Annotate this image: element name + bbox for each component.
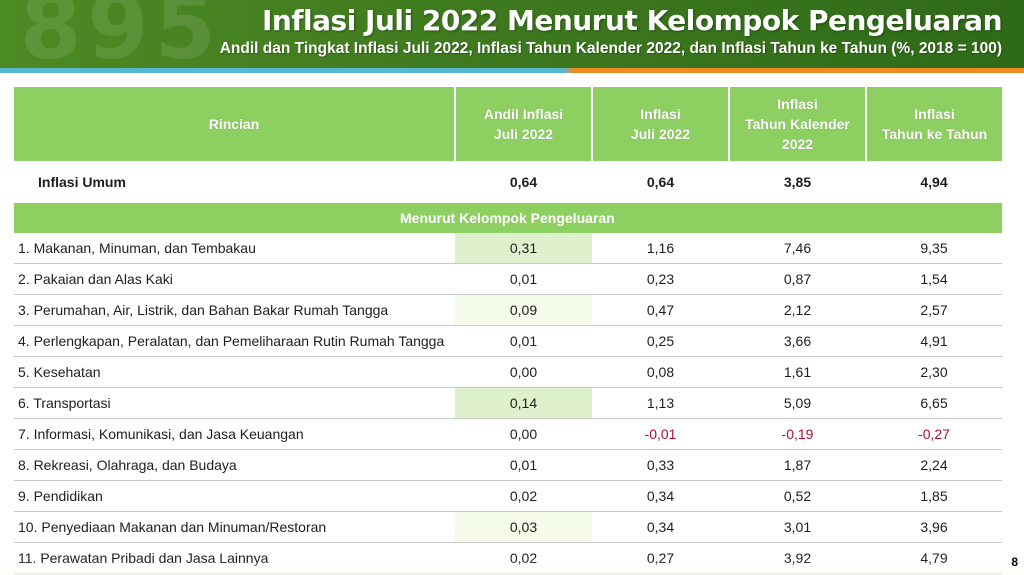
cell-tahun-ke-tahun: -0,27 [866,418,1002,450]
column-header-rincian: Rincian [14,87,455,161]
background-digits: 895 [20,0,222,68]
cell-inflasi-juli: 0,08 [592,356,729,388]
row-label: 4. Perlengkapan, Peralatan, dan Pemeliha… [14,325,455,357]
cell-tahun-ke-tahun: 2,57 [866,294,1002,326]
cell-andil: 0,01 [455,263,592,295]
cell-tahun-kalender: 1,87 [729,449,866,481]
cell-inflasi-juli: 0,34 [592,480,729,512]
cell-inflasi-juli: 0,34 [592,511,729,543]
cell-inflasi-juli: -0,01 [592,418,729,450]
table-row: 8. Rekreasi, Olahraga, dan Budaya 0,01 0,3… [14,449,1002,481]
cell-inflasi-juli: 1,16 [592,233,729,264]
row-label: 9. Pendidikan [14,480,455,512]
column-header-tahun-kalender: Inflasi Tahun Kalender 2022 [728,87,866,161]
cell-tahun-ke-tahun: 1,54 [866,263,1002,295]
table-row: 7. Informasi, Komunikasi, dan Jasa Keuan… [14,418,1002,450]
cell-andil: 0,00 [455,418,592,450]
cell-andil: 0,02 [455,480,592,512]
cell-andil: 0,03 [455,511,592,543]
cell-tahun-ke-tahun: 2,30 [866,356,1002,388]
table-row: 10. Penyediaan Makanan dan Minuman/Resto… [14,511,1002,543]
cell-inflasi-juli: 0,25 [592,325,729,357]
cell-andil: 0,01 [455,325,592,357]
cell-tahun-ke-tahun: 4,91 [866,325,1002,357]
cell-tahun-ke-tahun: 2,24 [866,449,1002,481]
row-label: 6. Transportasi [14,387,455,419]
table-row: 5. Kesehatan 0,00 0,08 1,61 2,30 [14,356,1002,388]
cell-andil: 0,64 [455,161,592,203]
cell-inflasi-juli: 0,47 [592,294,729,326]
cell-tahun-kalender: 1,61 [729,356,866,388]
column-header-inflasi-juli: Inflasi Juli 2022 [591,87,729,161]
table-row: 1. Makanan, Minuman, dan Tembakau 0,31 1,1… [14,233,1002,264]
cell-andil: 0,14 [455,387,592,419]
table-row: 3. Perumahan, Air, Listrik, dan Bahan Ba… [14,294,1002,326]
table-row: 2. Pakaian dan Alas Kaki 0,01 0,23 0,87 1,54 [14,263,1002,295]
row-label: 2. Pakaian dan Alas Kaki [14,263,455,295]
slide-header: 895 Inflasi Juli 2022 Menurut Kelompok P… [0,0,1024,68]
bottom-tint [0,561,1024,575]
slide-title: Inflasi Juli 2022 Menurut Kelompok Penge… [262,4,1003,37]
table-row: 6. Transportasi 0,14 1,13 5,09 6,65 [14,387,1002,419]
cell-tahun-ke-tahun: 4,94 [866,161,1002,203]
cell-andil: 0,00 [455,356,592,388]
cell-andil: 0,01 [455,449,592,481]
row-label: 5. Kesehatan [14,356,455,388]
cell-tahun-ke-tahun: 3,96 [866,511,1002,543]
table-row: 9. Pendidikan 0,02 0,34 0,52 1,85 [14,480,1002,512]
row-label: Inflasi Umum [14,161,455,203]
header-accent-stripe [0,68,1024,73]
column-header-andil: Andil Inflasi Juli 2022 [454,87,592,161]
row-label: 7. Informasi, Komunikasi, dan Jasa Keuan… [14,418,455,450]
section-label: Menurut Kelompok Pengeluaran [14,203,1002,233]
inflation-table: Rincian Andil Inflasi Juli 2022 Inflasi … [14,87,1002,575]
page-number: 8 [1011,555,1018,569]
row-label: 8. Rekreasi, Olahraga, dan Budaya [14,449,455,481]
cell-inflasi-juli: 1,13 [592,387,729,419]
cell-tahun-kalender: 5,09 [729,387,866,419]
table-header-row: Rincian Andil Inflasi Juli 2022 Inflasi … [14,87,1002,161]
cell-inflasi-juli: 0,23 [592,263,729,295]
cell-tahun-kalender: 3,01 [729,511,866,543]
cell-tahun-kalender: 2,12 [729,294,866,326]
cell-tahun-kalender: 3,85 [729,161,866,203]
cell-tahun-kalender: 3,66 [729,325,866,357]
row-label: 10. Penyediaan Makanan dan Minuman/Resto… [14,511,455,543]
cell-tahun-ke-tahun: 1,85 [866,480,1002,512]
row-label: 1. Makanan, Minuman, dan Tembakau [14,233,455,264]
cell-inflasi-juli: 0,64 [592,161,729,203]
cell-inflasi-juli: 0,33 [592,449,729,481]
row-label: 3. Perumahan, Air, Listrik, dan Bahan Ba… [14,294,455,326]
cell-tahun-ke-tahun: 9,35 [866,233,1002,264]
slide-subtitle: Andil dan Tingkat Inflasi Juli 2022, Inf… [219,40,1002,57]
table-row: 4. Perlengkapan, Peralatan, dan Pemeliha… [14,325,1002,357]
cell-tahun-kalender: -0,19 [729,418,866,450]
cell-andil: 0,09 [455,294,592,326]
table-row-inflasi-umum: Inflasi Umum 0,64 0,64 3,85 4,94 [14,161,1002,203]
cell-tahun-kalender: 0,52 [729,480,866,512]
cell-andil: 0,31 [455,233,592,264]
section-header-row: Menurut Kelompok Pengeluaran [14,203,1002,233]
cell-tahun-kalender: 0,87 [729,263,866,295]
column-header-tahun-ke-tahun: Inflasi Tahun ke Tahun [865,87,1002,161]
cell-tahun-kalender: 7,46 [729,233,866,264]
cell-tahun-ke-tahun: 6,65 [866,387,1002,419]
